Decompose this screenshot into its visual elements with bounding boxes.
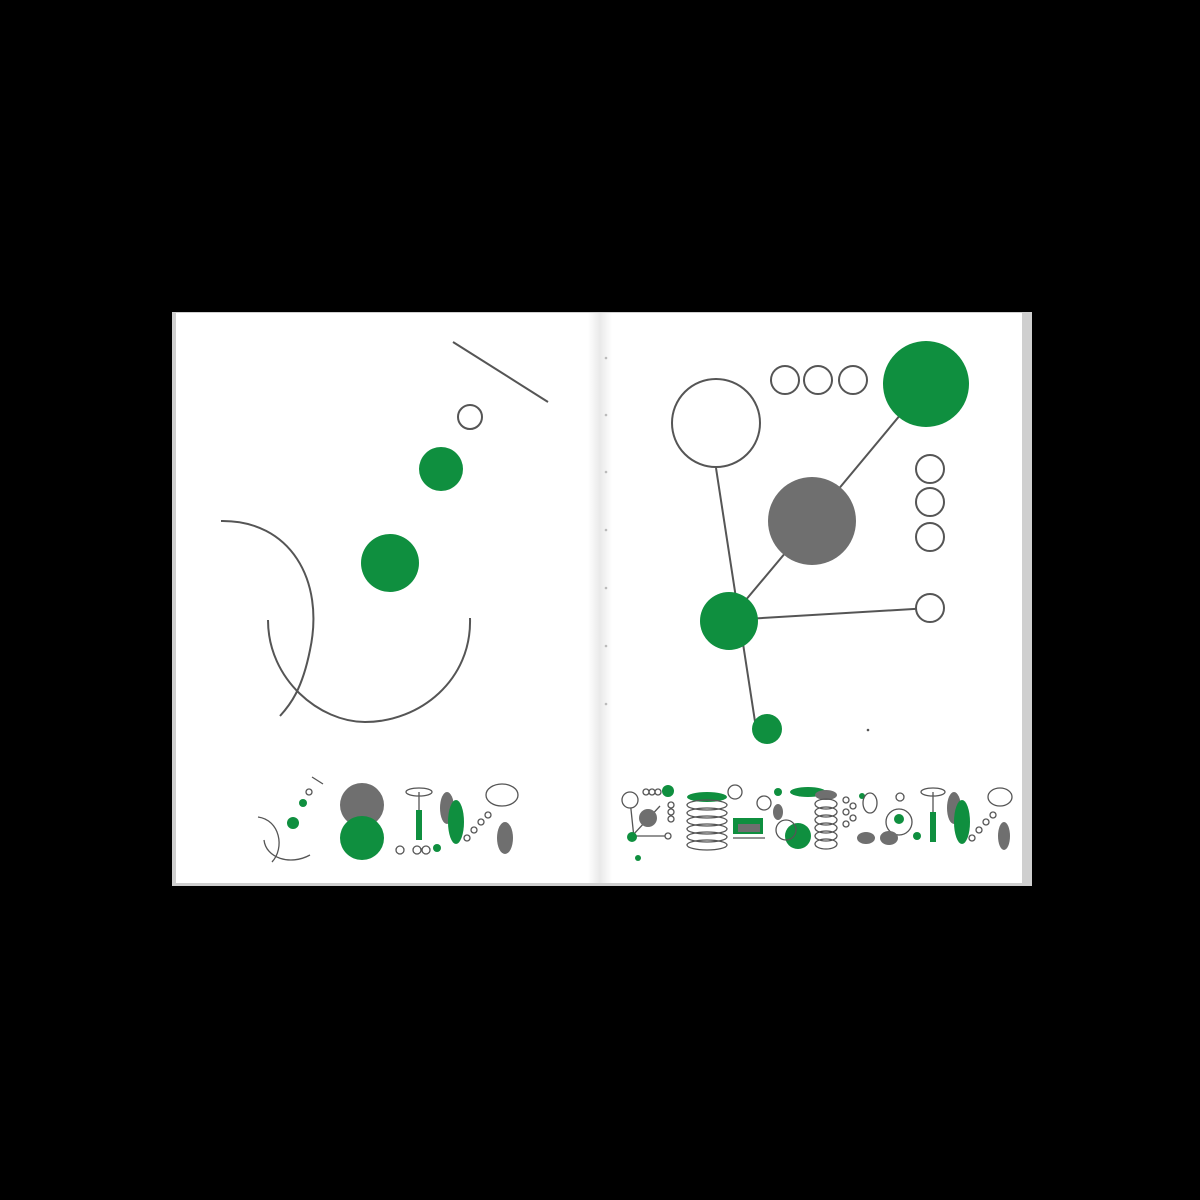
mini-ring-group [880, 792, 921, 845]
mini-pin-cluster [756, 787, 826, 849]
mini-stack-1 [686, 792, 728, 851]
green-circle-large [361, 534, 419, 592]
gray-circle [768, 477, 856, 565]
small-outline-circle [457, 404, 483, 430]
side-ring-3 [915, 522, 945, 552]
top-ring-1 [770, 365, 800, 395]
mini-arc-2 [263, 839, 311, 861]
left-page-thumbnails [257, 776, 519, 863]
mini-ring-d [463, 834, 471, 842]
mini-box [727, 784, 765, 839]
mini-dots-trail [842, 792, 878, 844]
mini-outline-oval [485, 783, 519, 807]
side-ring-1 [915, 454, 945, 484]
right-page-thumbnails [621, 784, 1013, 861]
mini-green-bar [416, 810, 422, 840]
smile-arc [267, 617, 472, 724]
mini-green-dot-1 [299, 799, 307, 807]
right-page-composition [671, 341, 969, 744]
top-ring-3 [838, 365, 868, 395]
mini-network [621, 785, 675, 861]
left-page [176, 313, 600, 883]
large-outline-circle [671, 378, 761, 468]
small-green-node [752, 714, 782, 744]
mini-ring-a [395, 845, 405, 855]
mini-diagonal [311, 776, 324, 785]
mini-ring-f [477, 818, 485, 826]
mini-green-dot-2 [287, 817, 299, 829]
side-ring-2 [915, 487, 945, 517]
connector-end-ring [915, 593, 945, 623]
mini-outline-dot [305, 788, 313, 796]
green-node-circle [700, 592, 758, 650]
mini-gray-oval-2 [497, 822, 513, 854]
left-page-composition [220, 341, 549, 724]
mini-green-disc [340, 816, 384, 860]
top-ring-2 [803, 365, 833, 395]
staple-holes [604, 356, 608, 706]
speck [866, 728, 870, 732]
mini-arc-1 [257, 816, 280, 863]
diagonal-line [452, 341, 549, 403]
green-circle-medium [419, 447, 463, 491]
mini-cap [405, 787, 433, 797]
big-green-circle [883, 341, 969, 427]
mini-gray-disc [340, 783, 384, 827]
mini-stem-group [920, 787, 1013, 850]
mini-green-dot-3 [433, 844, 441, 852]
mini-ring-c [421, 845, 431, 855]
mini-ring-e [470, 826, 478, 834]
connector-green-to-ring [728, 607, 931, 621]
mini-ring-g [484, 811, 492, 819]
book-gutter [588, 313, 612, 883]
mini-ring-b [412, 845, 422, 855]
mini-green-oval [448, 800, 464, 844]
mini-stack-2 [814, 790, 838, 850]
open-arc-left [220, 519, 315, 717]
